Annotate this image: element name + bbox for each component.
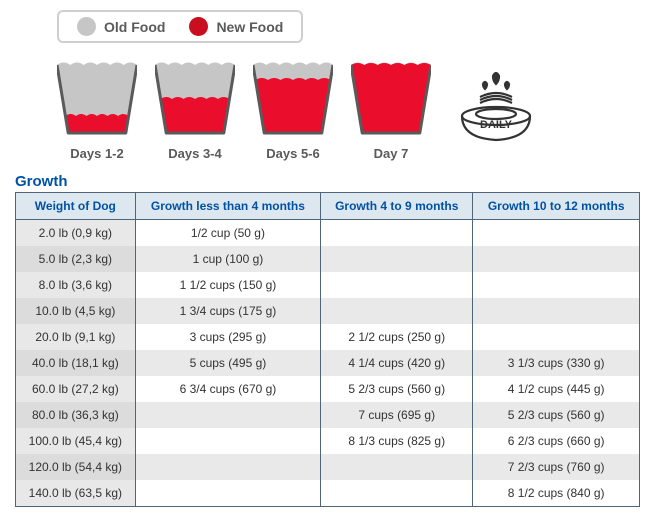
table-cell: 1 1/2 cups (150 g)	[135, 272, 320, 298]
table-cell	[473, 246, 640, 272]
table-row: 120.0 lb (54,4 kg) 7 2/3 cups (760 g)	[16, 454, 640, 480]
table-row: 2.0 lb (0,9 kg)1/2 cup (50 g)	[16, 220, 640, 247]
table-row: 80.0 lb (36,3 kg) 7 cups (695 g)5 2/3 cup…	[16, 402, 640, 428]
table-cell: 4 1/4 cups (420 g)	[321, 350, 473, 376]
table-cell: 1 cup (100 g)	[135, 246, 320, 272]
table-cell	[135, 428, 320, 454]
table-cell	[135, 402, 320, 428]
table-cell: 80.0 lb (36,3 kg)	[16, 402, 136, 428]
old-food-swatch	[77, 17, 96, 36]
table-cell: 8.0 lb (3,6 kg)	[16, 272, 136, 298]
table-column-header: Growth 10 to 12 months	[473, 193, 640, 220]
table-cell	[473, 220, 640, 247]
table-cell	[473, 272, 640, 298]
table-cell: 2.0 lb (0,9 kg)	[16, 220, 136, 247]
table-cell: 5 cups (495 g)	[135, 350, 320, 376]
table-cell: 7 cups (695 g)	[321, 402, 473, 428]
transition-cups-row: Days 1-2 Days 3-4 Days 5-6 Day 7 DAILY	[57, 57, 640, 161]
table-cell: 1/2 cup (50 g)	[135, 220, 320, 247]
section-heading-growth: Growth	[15, 173, 640, 190]
table-cell: 10.0 lb (4,5 kg)	[16, 298, 136, 324]
daily-bowl-icon: DAILY	[453, 64, 539, 153]
table-header-row: Weight of DogGrowth less than 4 monthsGr…	[16, 193, 640, 220]
table-cell: 40.0 lb (18,1 kg)	[16, 350, 136, 376]
table-cell	[135, 454, 320, 480]
legend-new-food: New Food	[189, 17, 283, 36]
food-legend: Old Food New Food	[57, 10, 303, 43]
table-row: 8.0 lb (3,6 kg)1 1/2 cups (150 g)	[16, 272, 640, 298]
table-cell: 8 1/2 cups (840 g)	[473, 480, 640, 507]
table-cell: 3 cups (295 g)	[135, 324, 320, 350]
legend-old-food: Old Food	[77, 17, 165, 36]
table-body: 2.0 lb (0,9 kg)1/2 cup (50 g)5.0 lb (2,3…	[16, 220, 640, 507]
table-cell: 5 2/3 cups (560 g)	[321, 376, 473, 402]
table-row: 40.0 lb (18,1 kg)5 cups (495 g)4 1/4 cup…	[16, 350, 640, 376]
table-row: 20.0 lb (9,1 kg)3 cups (295 g)2 1/2 cups…	[16, 324, 640, 350]
table-cell: 6 2/3 cups (660 g)	[473, 428, 640, 454]
table-column-header: Weight of Dog	[16, 193, 136, 220]
table-cell	[321, 454, 473, 480]
table-cell: 140.0 lb (63,5 kg)	[16, 480, 136, 507]
cup-label: Days 5-6	[253, 146, 333, 161]
table-cell: 100.0 lb (45,4 kg)	[16, 428, 136, 454]
table-cell: 2 1/2 cups (250 g)	[321, 324, 473, 350]
table-cell: 7 2/3 cups (760 g)	[473, 454, 640, 480]
table-cell	[321, 480, 473, 507]
table-column-header: Growth less than 4 months	[135, 193, 320, 220]
table-cell: 1 3/4 cups (175 g)	[135, 298, 320, 324]
table-cell: 120.0 lb (54,4 kg)	[16, 454, 136, 480]
table-row: 5.0 lb (2,3 kg)1 cup (100 g)	[16, 246, 640, 272]
table-cell: 8 1/3 cups (825 g)	[321, 428, 473, 454]
growth-feeding-table: Weight of DogGrowth less than 4 monthsGr…	[15, 192, 640, 507]
new-food-label: New Food	[216, 19, 283, 35]
table-cell	[473, 298, 640, 324]
transition-cup: Days 5-6	[253, 57, 333, 161]
table-row: 140.0 lb (63,5 kg) 8 1/2 cups (840 g)	[16, 480, 640, 507]
svg-text:DAILY: DAILY	[480, 119, 513, 131]
cup-label: Day 7	[351, 146, 431, 161]
table-cell	[135, 480, 320, 507]
table-cell: 20.0 lb (9,1 kg)	[16, 324, 136, 350]
cup-label: Days 3-4	[155, 146, 235, 161]
old-food-label: Old Food	[104, 19, 165, 35]
transition-cup: Days 3-4	[155, 57, 235, 161]
cup-label: Days 1-2	[57, 146, 137, 161]
table-cell: 3 1/3 cups (330 g)	[473, 350, 640, 376]
table-cell	[321, 220, 473, 247]
table-cell: 5.0 lb (2,3 kg)	[16, 246, 136, 272]
table-cell	[473, 324, 640, 350]
table-column-header: Growth 4 to 9 months	[321, 193, 473, 220]
transition-cup: Day 7	[351, 57, 431, 161]
transition-cup: Days 1-2	[57, 57, 137, 161]
table-cell: 4 1/2 cups (445 g)	[473, 376, 640, 402]
table-cell: 6 3/4 cups (670 g)	[135, 376, 320, 402]
table-cell: 5 2/3 cups (560 g)	[473, 402, 640, 428]
table-row: 60.0 lb (27,2 kg)6 3/4 cups (670 g)5 2/3…	[16, 376, 640, 402]
new-food-swatch	[189, 17, 208, 36]
table-row: 100.0 lb (45,4 kg) 8 1/3 cups (825 g)6 2/…	[16, 428, 640, 454]
table-cell: 60.0 lb (27,2 kg)	[16, 376, 136, 402]
table-row: 10.0 lb (4,5 kg)1 3/4 cups (175 g)	[16, 298, 640, 324]
table-cell	[321, 272, 473, 298]
table-cell	[321, 298, 473, 324]
table-cell	[321, 246, 473, 272]
